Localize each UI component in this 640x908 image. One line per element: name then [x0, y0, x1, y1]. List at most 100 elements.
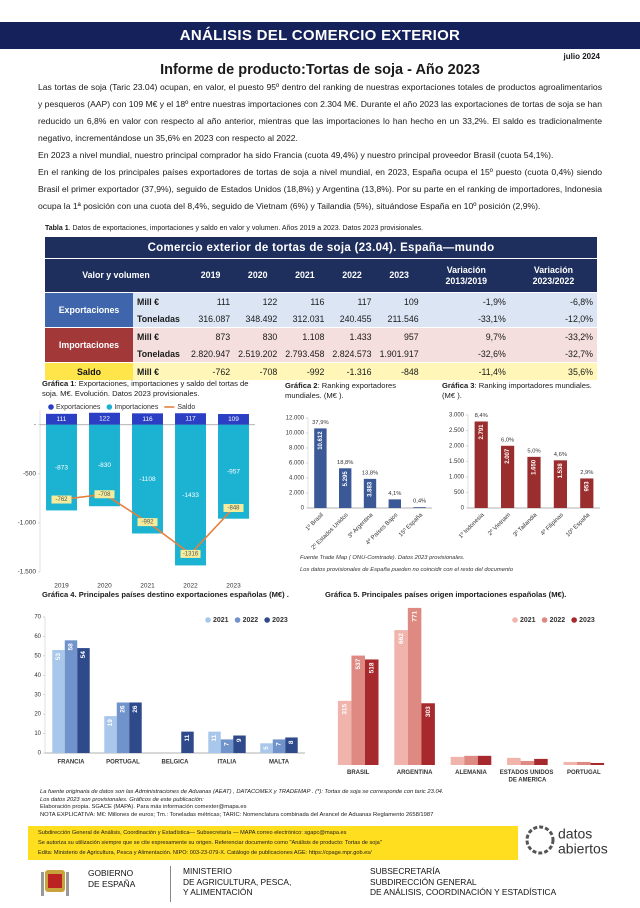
table-cell: -848	[375, 362, 423, 380]
value-label: 315	[341, 703, 348, 714]
paragraph: En el ranking de los principales países …	[38, 167, 602, 211]
value-label: 11	[184, 734, 191, 741]
x-tick-label: 2021	[140, 583, 155, 590]
x-tick-label: BELGICA	[162, 760, 190, 766]
y-tick-label: 1.000	[449, 475, 465, 481]
value-label: 111	[57, 416, 67, 423]
chart-title-label: Gráfica 2	[285, 381, 318, 390]
bar	[563, 761, 578, 765]
bar	[339, 468, 352, 508]
value-label: 116	[142, 416, 153, 423]
chart-title-label: Gráfica 1	[42, 379, 75, 388]
y-tick-label: -500	[23, 471, 36, 478]
x-tick-label: 2022	[183, 583, 198, 590]
y-tick-label: -1.500	[18, 569, 37, 576]
x-tick-label-line: DE AMERICA	[509, 777, 547, 783]
info-line: Subdirección General de Análisis, Coordi…	[38, 830, 347, 836]
table-cell: 873	[187, 327, 235, 345]
value-label: 2.791	[479, 424, 485, 440]
value-label: 117	[185, 416, 196, 423]
value-label: 1.650	[532, 459, 538, 475]
y-tick-label: 1.500	[449, 459, 465, 465]
table-cell: 2.793.458	[281, 345, 329, 363]
y-tick-label: 60	[34, 634, 41, 640]
chart-title-text: : Ranking importadores mundiales. (M€ ).	[442, 381, 592, 400]
value-label: -1433	[182, 492, 199, 499]
bar	[272, 739, 286, 753]
table-cell: -762	[187, 362, 235, 380]
share-label: 6,0%	[501, 437, 514, 443]
bar	[580, 478, 594, 508]
bar	[77, 648, 90, 753]
x-tick-label: PORTUGAL	[567, 770, 601, 776]
value-label: 54	[80, 651, 87, 659]
bar	[577, 761, 591, 765]
value-label: -708	[98, 492, 111, 498]
label-bg	[137, 518, 158, 527]
paragraph: Las tortas de soja (Taric 23.04) ocupan,…	[38, 82, 602, 143]
bar	[407, 607, 422, 765]
y-tick-label: 30	[34, 692, 41, 698]
value-label: 1.538	[558, 463, 564, 479]
bar	[175, 413, 206, 425]
x-tick-label: 4º Filipinas	[539, 512, 565, 538]
table-row: Toneladas 316.087 348.492 312.031 240.455 211…	[45, 310, 597, 328]
bar	[363, 478, 377, 508]
emblem	[41, 870, 69, 896]
table-cell: -12,0%	[509, 310, 597, 328]
label-bg	[51, 495, 72, 504]
legend-label: 2023	[579, 617, 595, 624]
column-header: Variación 2013/2019	[422, 258, 510, 293]
table-cell: 316.087	[187, 310, 235, 328]
table-cell: -1.316	[328, 362, 376, 380]
footer-line: SUBDIRECCIÓN GENERAL	[370, 876, 477, 887]
x-tick-label: 3º Tailandia	[512, 511, 539, 538]
table-cell: -32,6%	[422, 345, 510, 363]
chart-note: Fuente Trade Map ( ONU-Comtrade). Datos …	[300, 555, 465, 561]
bar	[590, 762, 605, 765]
footer-line: SUBSECRETARÍA	[370, 866, 441, 876]
chart-title: Gráfica 3: Ranking importadores mundiale…	[442, 381, 592, 401]
y-tick-label: 6.000	[289, 461, 305, 467]
bar	[527, 456, 541, 508]
legend-label: 2023	[272, 617, 288, 624]
bar	[116, 702, 130, 753]
footer-government: GOBIERNO DE ESPAÑA	[88, 868, 135, 889]
x-tick-label-line: PORTUGAL	[567, 770, 601, 776]
value-label: 58	[68, 643, 75, 651]
x-tick-label: 2020	[97, 583, 112, 590]
y-tick-label: 70	[34, 615, 41, 621]
footer-line: GOBIERNO	[88, 868, 134, 878]
value-label: 518	[368, 662, 375, 673]
footer-line: DE ANÁLISIS, COORDINACIÓN Y ESTADÍSTICA	[370, 887, 557, 897]
legend-label: 2021	[520, 617, 536, 624]
column-header: 2019	[187, 258, 235, 293]
table-cell: 122	[234, 292, 282, 310]
table-cell: 830	[234, 327, 282, 345]
value-label: 53	[55, 653, 62, 661]
row-group: Importaciones	[45, 327, 133, 363]
x-tick-label: 1º Brasil	[304, 512, 325, 533]
column-header: 2020	[234, 258, 282, 293]
bar	[181, 731, 194, 753]
footer-ministry: MINISTERIO DE AGRICULTURA, PESCA, Y ALIM…	[183, 866, 291, 898]
footer-line: MINISTERIO	[183, 866, 232, 876]
logo: datos abiertos	[525, 825, 608, 857]
table-cell: 1.901.917	[375, 345, 423, 363]
value-label: 771	[411, 611, 418, 622]
x-tick-label: 15º España	[397, 511, 424, 538]
chart-title-label: Gráfica 3	[442, 381, 475, 390]
y-tick-label: 10	[34, 731, 41, 737]
bar	[364, 659, 379, 765]
info-line: Se autoriza su utilización siempre que s…	[38, 840, 382, 846]
y-tick-label: 2.500	[449, 428, 465, 434]
chart-title-text: : Exportaciones, importaciones y saldo d…	[42, 379, 249, 398]
x-tick-label: 10º España	[565, 511, 592, 538]
footer-line: DE ESPAÑA	[88, 878, 136, 889]
footer-line: Y ALIMENTACIÓN	[183, 887, 253, 897]
table-cell: 109	[375, 292, 423, 310]
bar	[450, 756, 465, 765]
row-unit: Mill €	[133, 292, 187, 310]
value-label: 7	[224, 742, 231, 746]
